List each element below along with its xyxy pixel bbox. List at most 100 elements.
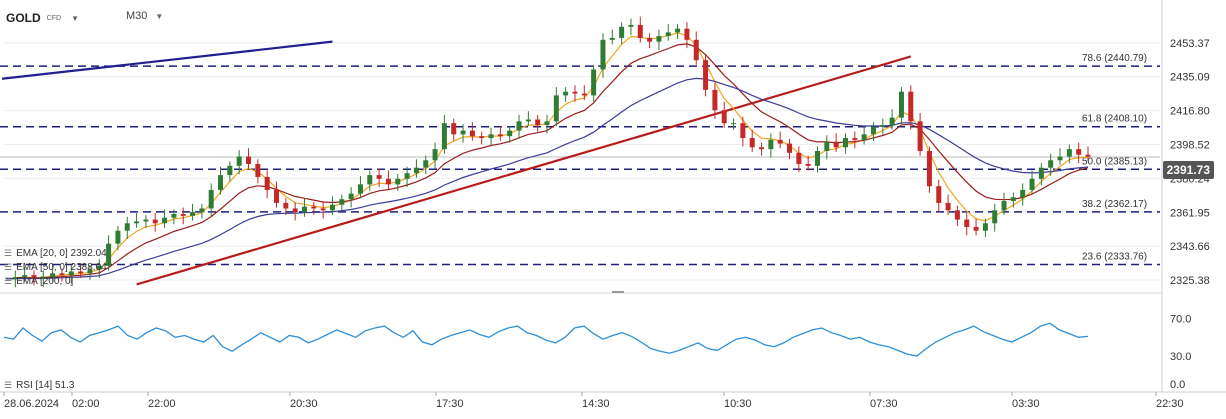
- price-tick-label: 2325.38: [1170, 275, 1210, 287]
- ema-lines: [5, 32, 1089, 280]
- menu-icon[interactable]: ☰: [4, 262, 13, 272]
- candle-body: [917, 121, 923, 151]
- menu-icon[interactable]: ☰: [4, 276, 13, 286]
- candle-body: [441, 123, 447, 150]
- candle-body: [787, 143, 793, 153]
- candle-body: [581, 93, 587, 96]
- candle-body: [898, 91, 904, 118]
- candle-body: [1076, 149, 1082, 155]
- candle-body: [227, 165, 233, 176]
- menu-icon[interactable]: ☰: [4, 248, 13, 258]
- price-tick-label: 2361.95: [1170, 207, 1210, 219]
- rsi-label: RSI [14] 51.3: [16, 380, 75, 391]
- candle-body: [1048, 160, 1054, 168]
- candle-body: [516, 121, 522, 131]
- candle-body: [1029, 178, 1035, 190]
- candle-body: [432, 149, 438, 161]
- symbol-header[interactable]: GOLD CFD ▼: [6, 10, 79, 26]
- candle-body: [982, 223, 988, 231]
- candle-body: [106, 243, 112, 266]
- fib-level-label: 23.6 (2333.76): [1082, 251, 1147, 262]
- candle-body: [926, 151, 932, 187]
- instrument-type: CFD: [46, 14, 62, 22]
- candle-body: [171, 214, 177, 218]
- candle-body: [320, 208, 326, 211]
- candle-body: [544, 121, 550, 126]
- candle-body: [180, 214, 186, 216]
- candle-body: [329, 204, 335, 211]
- price-tick-label: 2343.66: [1170, 241, 1210, 253]
- candle-body: [96, 265, 102, 270]
- ema20-line: [5, 32, 1089, 280]
- menu-icon[interactable]: ☰: [4, 380, 13, 390]
- candle-body: [973, 226, 979, 231]
- fib-level-label: 38.2 (2362.17): [1082, 199, 1147, 210]
- candle-body: [1001, 201, 1007, 211]
- candle-body: [815, 151, 820, 166]
- candle-body: [777, 139, 783, 144]
- ema50-legend[interactable]: ☰ EMA [50, 0] 2388.04: [4, 262, 107, 273]
- symbol-name: GOLD: [6, 11, 41, 25]
- rsi-line: [3, 322, 1089, 357]
- candle-body: [684, 28, 690, 40]
- candle-body: [283, 202, 289, 209]
- ema200-line: [5, 77, 1089, 280]
- candle-body: [525, 119, 531, 122]
- candle-body: [451, 123, 457, 135]
- fib-label-bg: [1078, 249, 1158, 262]
- candle-body: [357, 184, 363, 194]
- candle-body: [59, 273, 65, 276]
- candle-body: [1066, 149, 1072, 157]
- time-tick-label: 17:30: [436, 398, 464, 410]
- timeframe-selector[interactable]: M30 ▼: [126, 10, 163, 22]
- candle-body: [199, 208, 205, 213]
- rsi-legend[interactable]: ☰ RSI [14] 51.3: [4, 380, 74, 391]
- candle-body: [1010, 197, 1016, 202]
- rsi-tick-label: 70.0: [1170, 314, 1191, 326]
- fib-label-bg: [1078, 111, 1158, 124]
- candle-body: [124, 223, 130, 231]
- candle-body: [395, 178, 401, 185]
- timeframe-dropdown-icon[interactable]: ▼: [155, 11, 164, 21]
- candle-body: [208, 189, 214, 209]
- ema20-legend[interactable]: ☰ EMA [20, 0] 2392.04: [4, 248, 107, 259]
- time-axis: 28.06.2024 02:00 22:00 20:30 17:30 14:30 10:30…: [0, 391, 1226, 410]
- rsi-tick-label: 30.0: [1170, 351, 1191, 363]
- candle-body: [376, 175, 382, 179]
- time-tick-label: 22:30: [1156, 398, 1184, 410]
- candle-body: [497, 134, 503, 137]
- candle-body: [404, 173, 410, 179]
- candle-body: [609, 37, 615, 40]
- candle-body: [1085, 154, 1091, 157]
- candle-body: [628, 24, 634, 27]
- ema50-line: [5, 43, 1089, 280]
- candle-body: [619, 26, 625, 38]
- candle-body: [591, 69, 597, 96]
- fib-level-label: 61.8 (2408.10): [1082, 114, 1147, 125]
- candle-body: [908, 91, 914, 122]
- candle-body: [600, 39, 606, 70]
- candle-body: [637, 24, 643, 38]
- candle-body: [31, 275, 37, 279]
- ema200-legend[interactable]: ☰ EMA [200, 0]: [4, 276, 73, 287]
- candle-body: [348, 193, 354, 200]
- candle-body: [842, 138, 848, 148]
- candle-body: [861, 134, 867, 140]
- candle-body: [255, 163, 261, 177]
- candle-body: [367, 175, 373, 185]
- candle-body: [768, 139, 774, 150]
- rsi-tick-label: 0.0: [1170, 379, 1185, 391]
- candle-body: [460, 130, 466, 135]
- candle-body: [301, 206, 307, 213]
- candle-body: [740, 123, 746, 139]
- candle-body: [824, 141, 830, 151]
- rsi-panel: 70.0 30.0 0.0: [3, 314, 1191, 391]
- candle-body: [264, 176, 270, 190]
- candle-body: [12, 277, 18, 279]
- time-tick-label: 03:30: [1012, 398, 1040, 410]
- price-tick-label: 2398.52: [1170, 139, 1210, 151]
- candle-body: [385, 178, 391, 185]
- symbol-dropdown-icon[interactable]: ▼: [71, 13, 79, 23]
- time-tick-label: 28.06.2024: [4, 398, 59, 410]
